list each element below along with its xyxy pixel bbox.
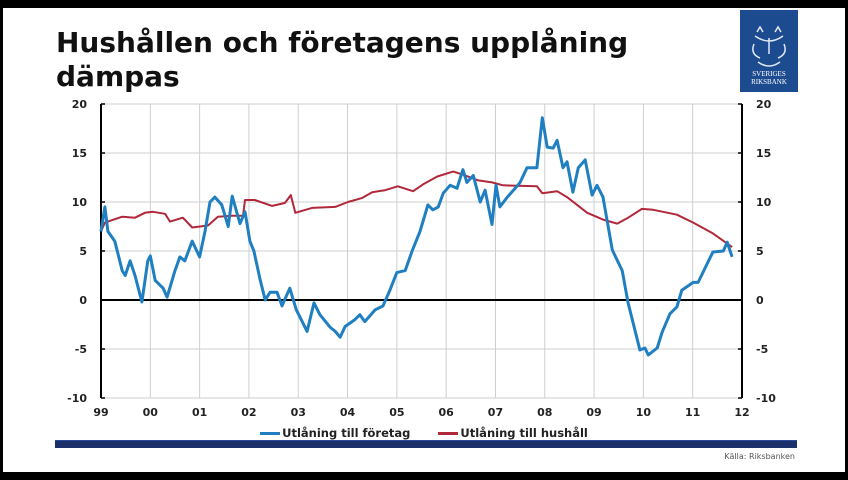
y-tick-label-left: 15: [72, 147, 87, 160]
legend: Utlåning till företag Utlåning till hush…: [3, 426, 845, 440]
legend-item-hushall: Utlåning till hushåll: [438, 426, 588, 440]
svg-text:RIKSBANK: RIKSBANK: [751, 78, 787, 86]
legend-swatch-foretag: [260, 432, 281, 435]
x-tick-label: 08: [537, 406, 552, 419]
legend-label-foretag: Utlåning till företag: [282, 426, 411, 440]
y-tick-label-right: 5: [756, 245, 764, 258]
source-note: Källa: Riksbanken: [724, 452, 795, 461]
y-tick-label-right: 0: [756, 294, 764, 307]
x-tick-label: 06: [438, 406, 454, 419]
legend-swatch-hushall: [438, 432, 459, 435]
x-tick-label: 02: [241, 406, 256, 419]
y-tick-label-left: 0: [79, 294, 87, 307]
y-tick-label-left: -10: [67, 392, 87, 405]
x-tick-label: 03: [291, 406, 306, 419]
x-tick-label: 99: [93, 406, 108, 419]
x-tick-label: 00: [143, 406, 159, 419]
x-tick-label: 11: [685, 406, 700, 419]
x-tick-label: 07: [488, 406, 503, 419]
series-line-hushall: [100, 170, 733, 248]
y-tick-label-left: 5: [79, 245, 87, 258]
x-tick-label: 05: [389, 406, 404, 419]
footer-bar: [55, 440, 797, 448]
x-tick-label: 04: [340, 406, 356, 419]
y-tick-label-right: -10: [756, 392, 776, 405]
y-tick-label-right: 20: [756, 98, 772, 111]
series-line-foretag: [99, 116, 734, 357]
y-tick-label-right: 15: [756, 147, 771, 160]
x-tick-label: 12: [734, 406, 749, 419]
legend-item-foretag: Utlåning till företag: [260, 426, 410, 440]
x-tick-label: 01: [192, 406, 207, 419]
legend-label-hushall: Utlåning till hushåll: [460, 426, 588, 440]
svg-text:SVERIGES: SVERIGES: [752, 70, 786, 78]
slide-title: Hushållen och företagens upplåning dämpa…: [56, 26, 629, 93]
y-tick-label-left: 20: [72, 98, 88, 111]
x-tick-label: 09: [586, 406, 601, 419]
y-tick-label-left: -5: [75, 343, 87, 356]
y-tick-label-right: -5: [756, 343, 768, 356]
slide: Hushållen och företagens upplåning dämpa…: [3, 8, 845, 472]
x-tick-label: 10: [636, 406, 652, 419]
line-chart: 99 00 01 02 03 04 05 06 07 08 09 10 11 12-10 -10-5 -50 0…: [67, 98, 776, 419]
y-tick-label-left: 10: [72, 196, 88, 209]
y-tick-label-right: 10: [756, 196, 772, 209]
riksbank-logo: SVERIGES RIKSBANK: [740, 10, 798, 92]
